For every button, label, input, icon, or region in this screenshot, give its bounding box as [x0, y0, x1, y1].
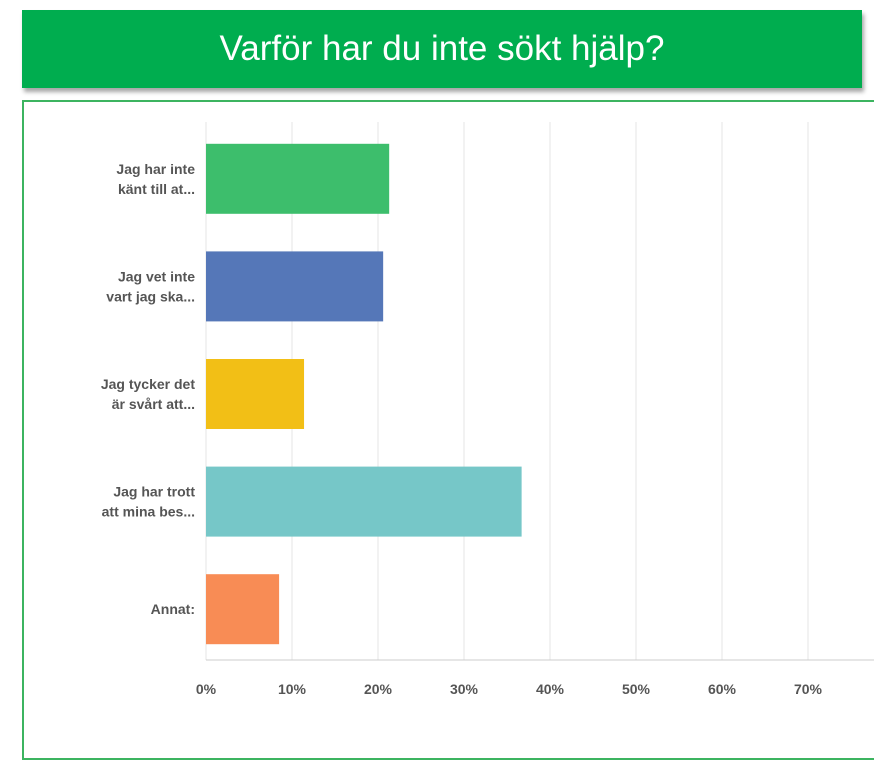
x-tick-label: 60% — [708, 681, 737, 697]
x-tick-label: 30% — [450, 681, 479, 697]
label-line: känt till at... — [118, 181, 195, 197]
x-tick-label: 10% — [278, 681, 307, 697]
label-line: Annat: — [151, 601, 195, 617]
label-line: Jag har inte — [116, 161, 195, 177]
label-line: att mina bes... — [102, 504, 195, 520]
chart-title: Varför har du inte sökt hjälp? — [219, 29, 665, 68]
y-tick-label: Jag har inte känt till at... — [116, 161, 195, 197]
label-line: Jag tycker det — [101, 376, 195, 392]
x-tick-label: 70% — [794, 681, 823, 697]
chart: 0% 10% 20% 30% 40% 50% 60% 70% Jag har inte känt … — [101, 122, 874, 697]
y-tick-label: Annat: — [151, 601, 195, 617]
y-tick-label: Jag har trott att mina bes... — [102, 484, 196, 520]
bar — [206, 251, 384, 322]
bar — [206, 574, 280, 645]
label-line: är svårt att... — [112, 396, 195, 412]
x-tick-label: 20% — [364, 681, 393, 697]
bar — [206, 466, 522, 537]
label-line: Jag har trott — [113, 484, 195, 500]
y-tick-label: Jag tycker det är svårt att... — [101, 376, 195, 412]
y-tick-label: Jag vet inte vart jag ska... — [106, 268, 195, 304]
title-bar: Varför har du inte sökt hjälp? — [22, 10, 862, 88]
x-tick-label: 0% — [196, 681, 217, 697]
bar — [206, 143, 390, 214]
page: {"chart_data": {"type": "bar", "orientat… — [22, 10, 874, 760]
label-line: vart jag ska... — [106, 288, 195, 304]
bar — [206, 359, 305, 429]
x-tick-label: 40% — [536, 681, 565, 697]
label-line: Jag vet inte — [118, 268, 195, 284]
x-tick-label: 50% — [622, 681, 651, 697]
